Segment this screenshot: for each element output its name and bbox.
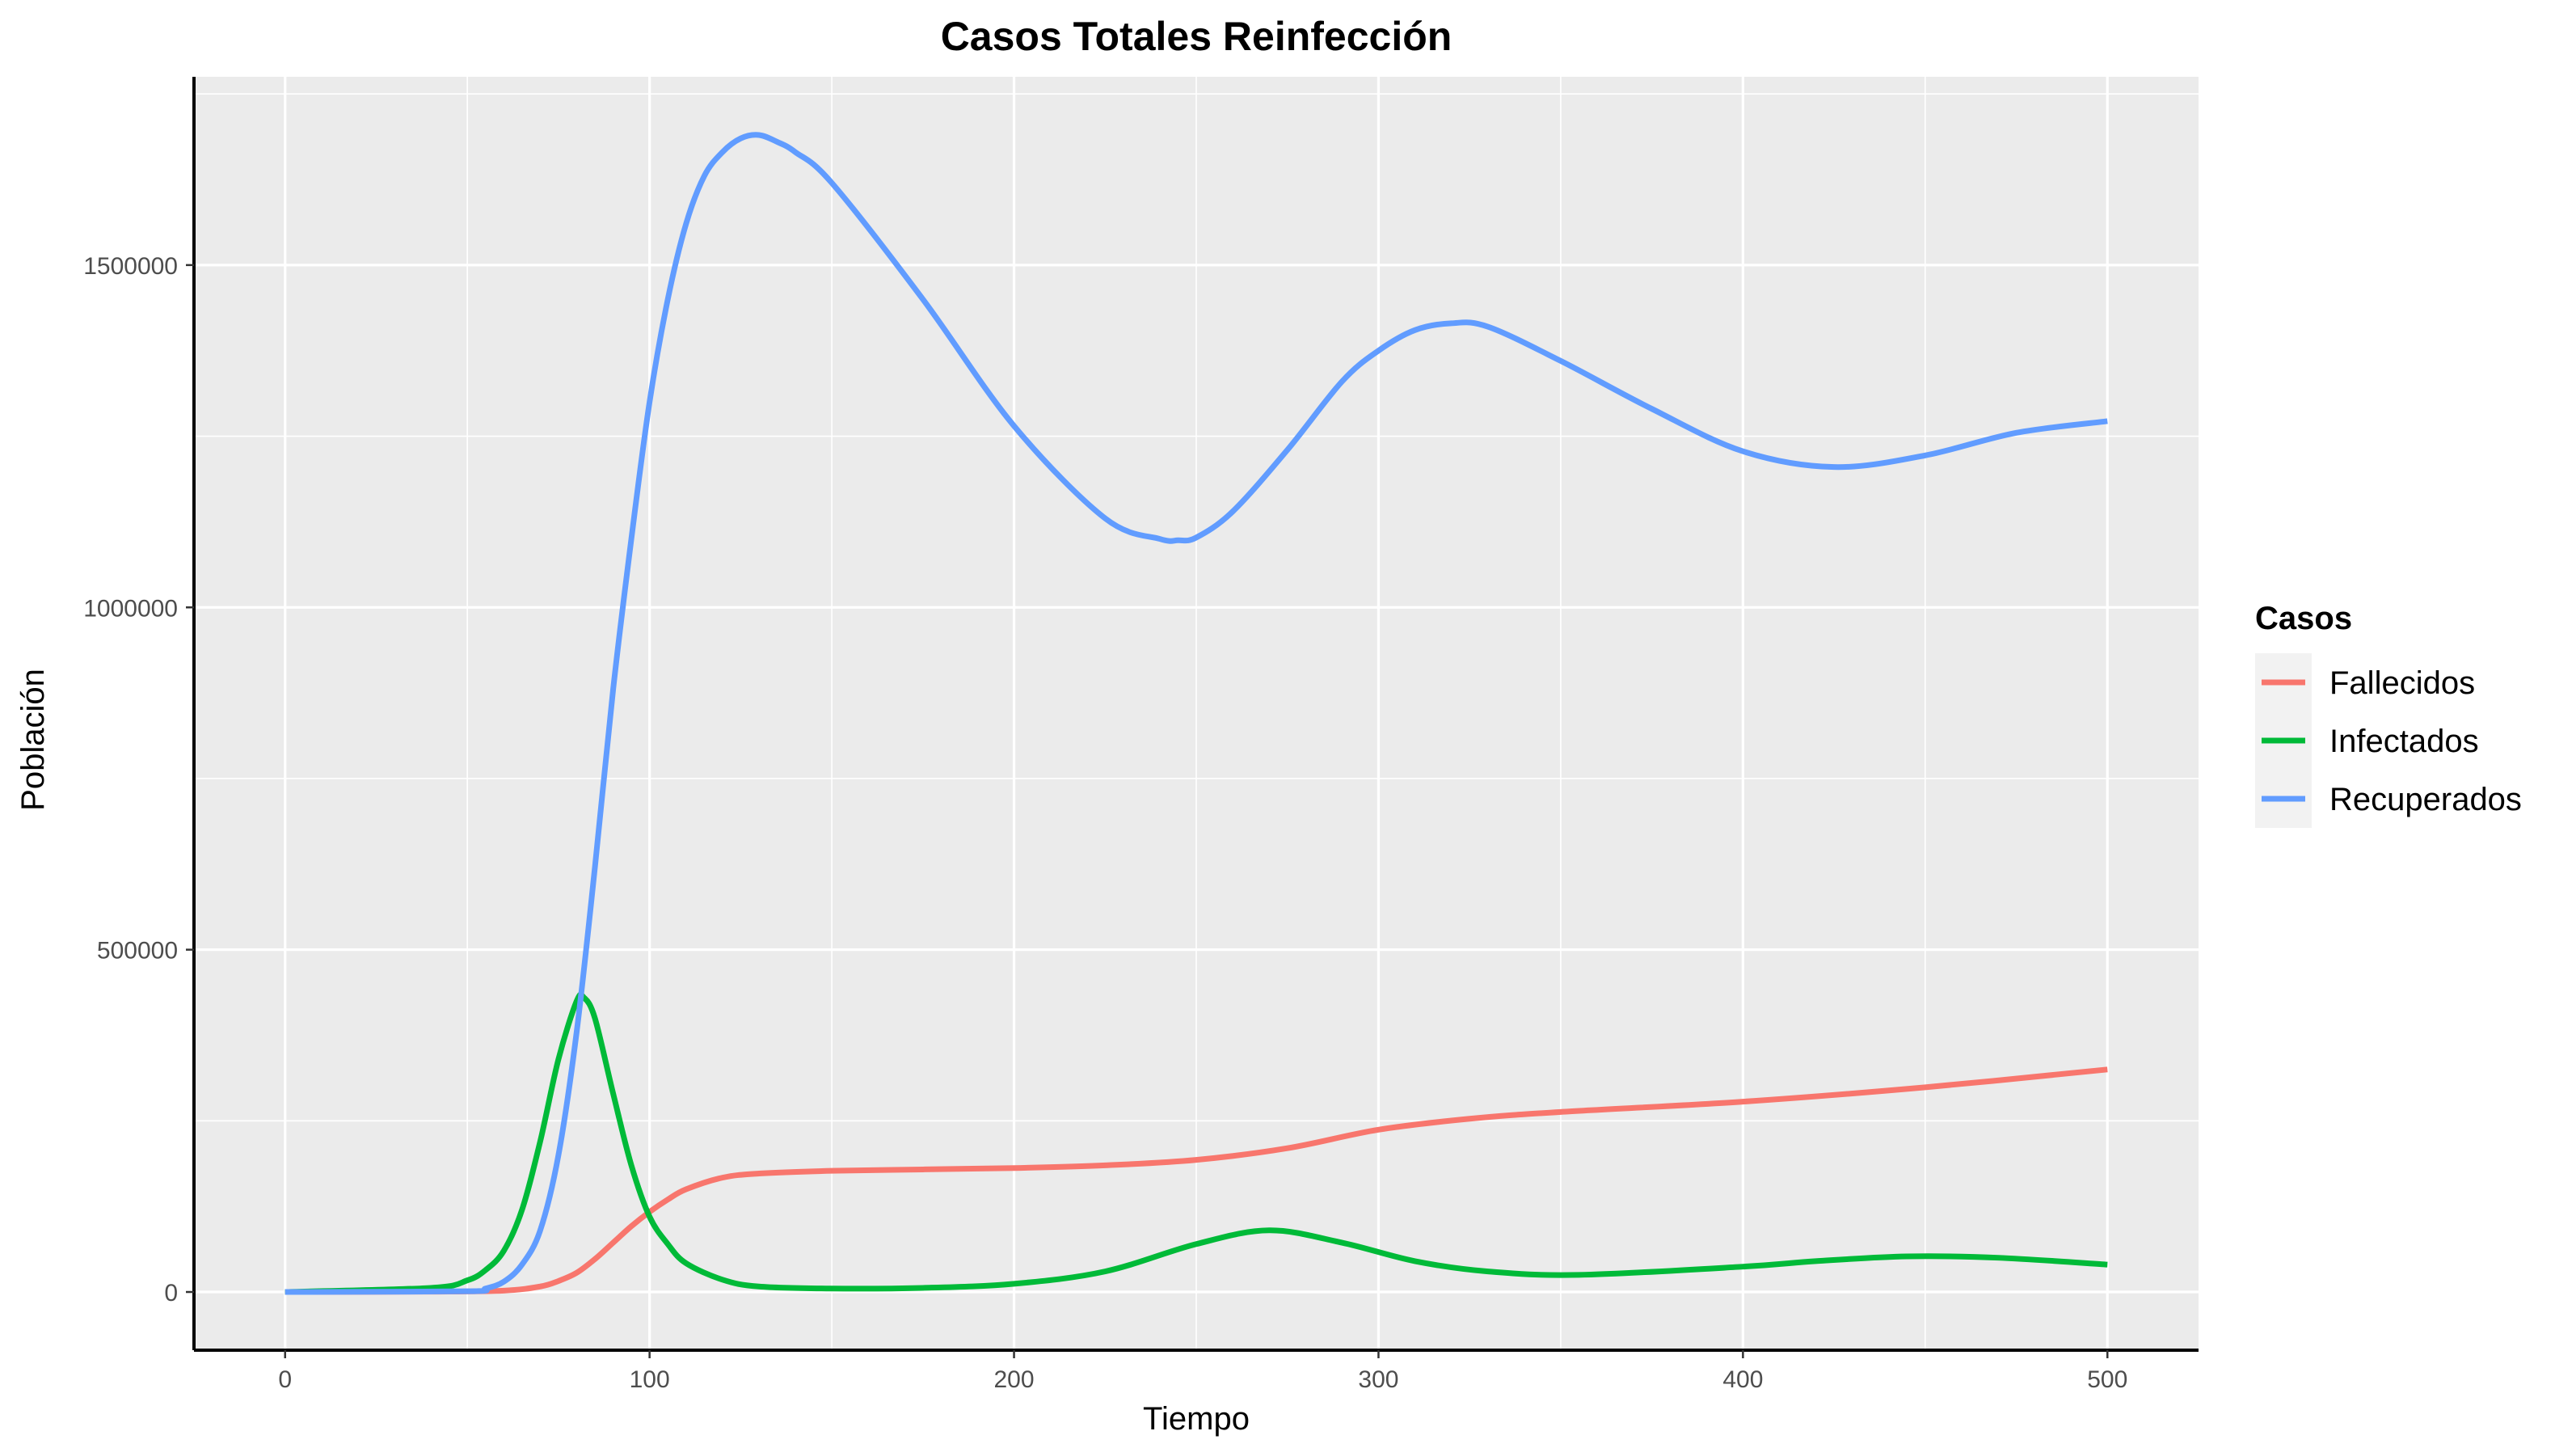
legend-label-fallecidos: Fallecidos: [2329, 665, 2475, 701]
x-axis-title: Tiempo: [1143, 1401, 1250, 1437]
series-line-fallecidos: [285, 1066, 2108, 1295]
x-tick-label: 300: [1358, 1366, 1398, 1393]
series-line-infectados: [285, 991, 2108, 1295]
x-tick-label: 400: [1722, 1366, 1763, 1393]
chart-title: Casos Totales Reinfección: [941, 14, 1452, 59]
grid-lines: [194, 77, 2199, 1350]
y-tick-labels: 0 500000 1000000 1500000: [83, 253, 178, 1307]
data-series: [285, 132, 2108, 1295]
series-line-recuperados: [285, 132, 2108, 1295]
x-tick-label: 200: [994, 1366, 1035, 1393]
x-tick-label: 0: [278, 1366, 292, 1393]
y-tick-label: 1500000: [83, 253, 178, 280]
y-tick-label: 500000: [97, 938, 178, 965]
x-tick-label: 100: [630, 1366, 670, 1393]
legend-title: Casos: [2255, 601, 2352, 636]
y-axis-title: Población: [15, 669, 51, 811]
x-tick-label: 500: [2087, 1366, 2127, 1393]
y-tick-label: 0: [164, 1280, 178, 1307]
axes: [186, 77, 2199, 1358]
legend-label-infectados: Infectados: [2329, 724, 2479, 759]
y-tick-label: 1000000: [83, 595, 178, 622]
legend-label-recuperados: Recuperados: [2329, 782, 2522, 817]
x-tick-labels: 0 100 200 300 400 500: [278, 1366, 2127, 1393]
legend: Casos Fallecidos Infectados Recuperados: [2255, 601, 2522, 828]
